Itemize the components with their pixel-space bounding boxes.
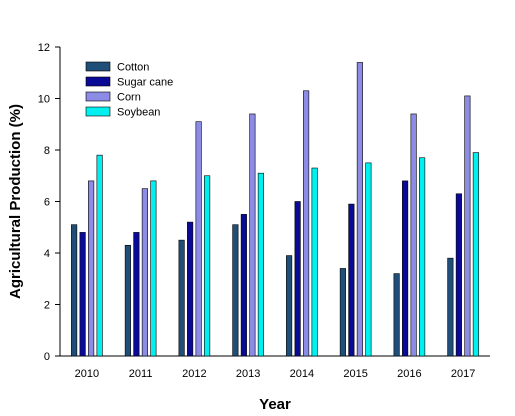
legend-swatch <box>85 91 111 102</box>
bar-cotton-2015 <box>339 268 346 357</box>
y-axis-title: Agricultural Production (%) <box>7 104 24 299</box>
legend-swatch <box>85 76 111 87</box>
x-tick-label: 2010 <box>75 368 99 380</box>
bar-sugar-cane-2015 <box>348 203 355 357</box>
bar-cotton-2011 <box>124 244 131 357</box>
bar-soybean-2014 <box>311 167 318 357</box>
x-axis-title: Year <box>259 396 291 413</box>
legend-swatch <box>85 61 111 72</box>
bar-corn-2014 <box>303 90 310 357</box>
x-tick-label: 2011 <box>129 368 153 380</box>
y-tick-label: 8 <box>44 145 50 157</box>
x-tick-label: 2016 <box>397 368 421 380</box>
bar-soybean-2010 <box>96 154 103 357</box>
bar-soybean-2017 <box>472 152 479 357</box>
bar-cotton-2016 <box>393 273 400 357</box>
bar-cotton-2012 <box>178 239 185 357</box>
legend-label: Corn <box>117 92 141 104</box>
legend-swatch <box>85 106 111 117</box>
bars <box>71 62 479 357</box>
bar-corn-2012 <box>195 121 202 357</box>
legend: Cotton Sugar cane Corn Soybean <box>85 61 173 119</box>
y-tick-label: 2 <box>44 300 50 312</box>
legend-label: Soybean <box>117 107 160 119</box>
x-tick-label: 2014 <box>290 368 314 380</box>
x-tick-label: 2012 <box>182 368 206 380</box>
bar-soybean-2015 <box>365 162 372 357</box>
bar-corn-2011 <box>141 188 148 357</box>
y-tick-label: 6 <box>44 197 50 209</box>
y-tick-label: 0 <box>44 351 50 363</box>
bar-corn-2017 <box>464 95 471 357</box>
x-tick-label: 2017 <box>451 368 475 380</box>
bar-corn-2015 <box>356 62 363 357</box>
legend-label: Sugar cane <box>117 77 173 89</box>
bar-sugar-cane-2013 <box>240 214 247 357</box>
legend-label: Cotton <box>117 62 149 74</box>
y-tick-label: 12 <box>38 42 50 54</box>
bar-sugar-cane-2011 <box>133 232 140 357</box>
y-axis-ticks: 0 2 4 6 8 10 12 <box>38 42 60 363</box>
bar-cotton-2013 <box>232 224 239 357</box>
bar-cotton-2017 <box>447 257 454 357</box>
bar-soybean-2012 <box>204 175 211 357</box>
bar-corn-2016 <box>410 113 417 357</box>
x-axis-ticks: 2010 2011 2012 2013 2014 2015 2016 2017 <box>75 368 476 380</box>
x-tick-label: 2013 <box>236 368 260 380</box>
bar-soybean-2016 <box>419 157 426 357</box>
bar-sugar-cane-2016 <box>402 180 409 357</box>
bar-soybean-2011 <box>150 180 157 357</box>
bar-corn-2013 <box>249 113 256 357</box>
bar-sugar-cane-2014 <box>294 201 301 357</box>
y-tick-label: 4 <box>44 248 50 260</box>
bar-sugar-cane-2012 <box>187 221 194 357</box>
bar-sugar-cane-2010 <box>79 232 86 357</box>
y-tick-label: 10 <box>38 94 50 106</box>
bar-corn-2010 <box>88 180 95 357</box>
bar-cotton-2010 <box>71 224 78 357</box>
bar-cotton-2014 <box>286 255 293 357</box>
bar-soybean-2013 <box>257 172 264 357</box>
bar-sugar-cane-2017 <box>455 193 462 357</box>
x-tick-label: 2015 <box>343 368 367 380</box>
